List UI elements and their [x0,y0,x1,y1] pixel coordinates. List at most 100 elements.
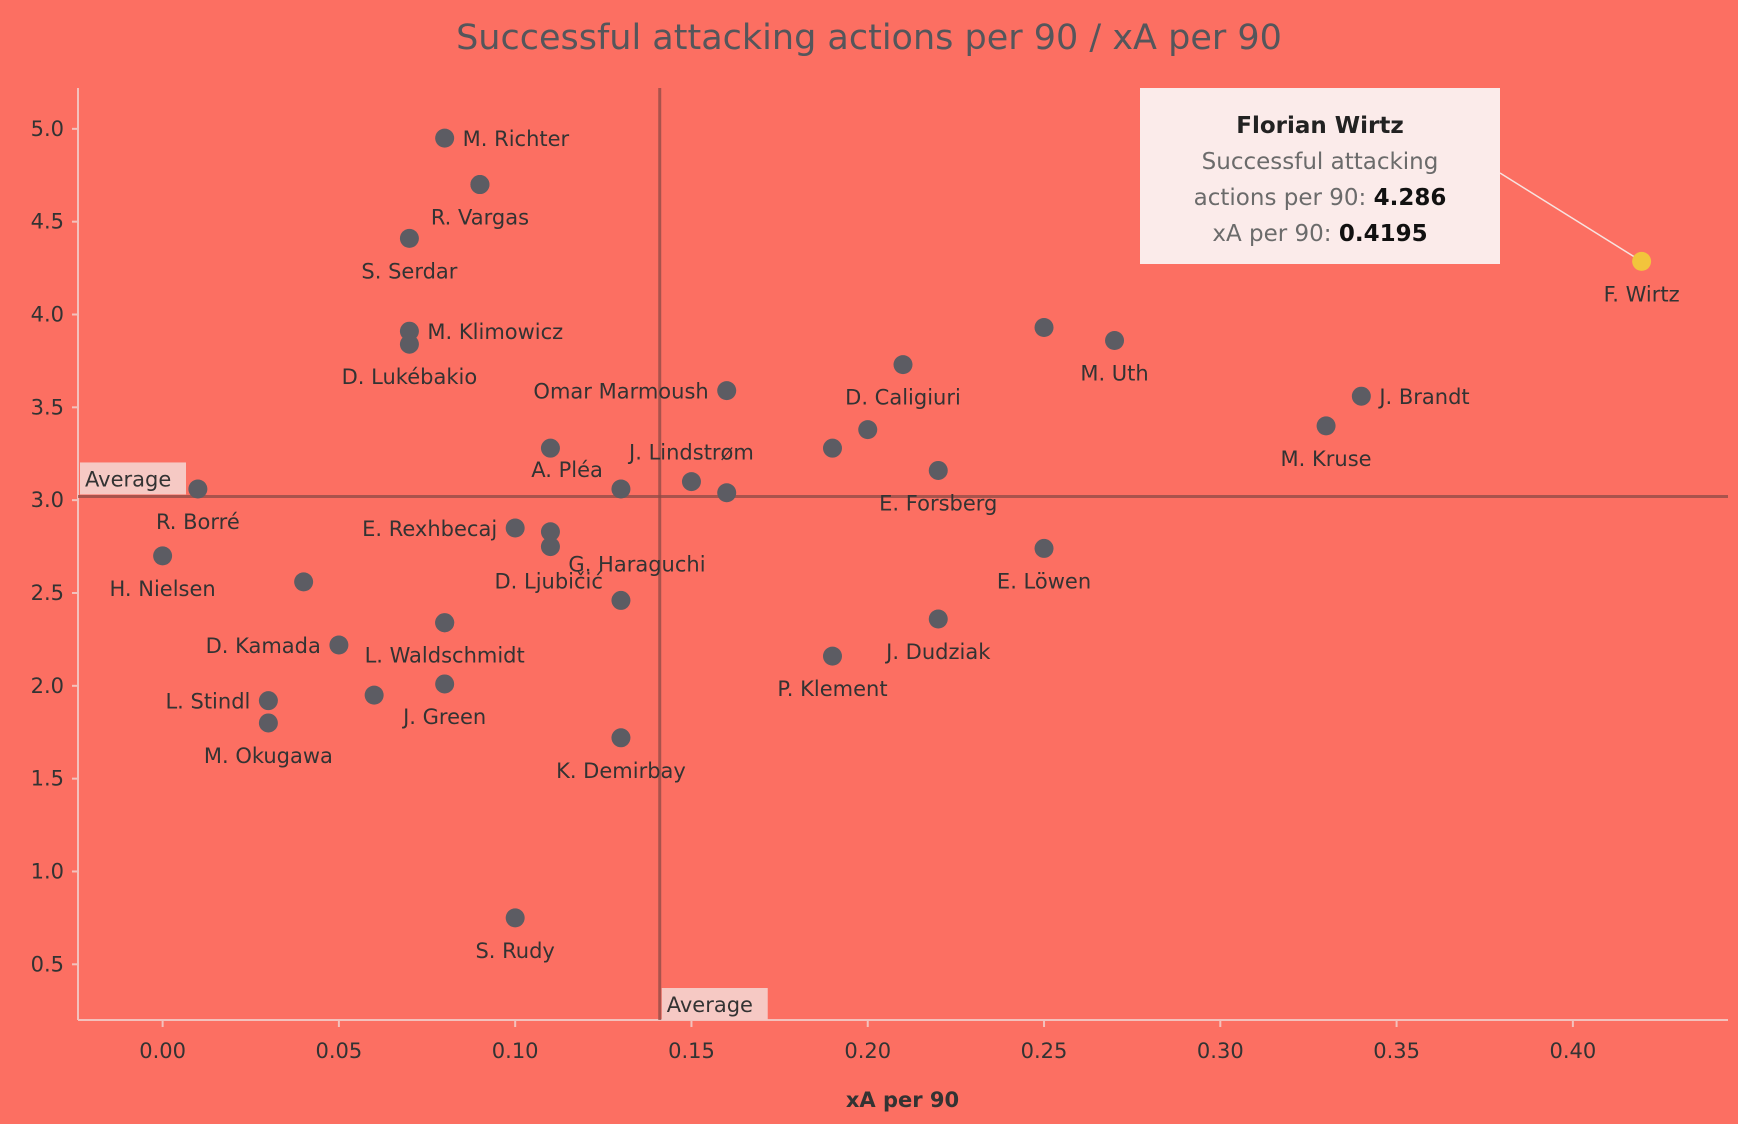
data-point-label: M. Uth [1080,361,1148,385]
tooltip-player-name: Florian Wirtz [1236,113,1404,139]
data-point [540,522,560,542]
y-average-label: Average [85,467,171,491]
x-tick-label: 0.05 [316,1039,363,1063]
tooltip-line-1: Successful attacking [1201,149,1439,175]
data-point [822,646,842,666]
data-point-label: M. Okugawa [204,744,333,768]
data-point-label: L. Waldschmidt [365,644,525,668]
data-point [540,537,560,557]
data-point-label: L. Stindl [165,690,250,714]
data-point [928,609,948,629]
data-point [505,908,525,928]
data-point [435,613,455,633]
tooltip-y-value: 4.286 [1373,185,1447,211]
data-point-label: M. Klimowicz [427,320,563,344]
data-point [329,635,349,655]
data-point [294,572,314,592]
data-point [258,691,278,711]
data-point-label: S. Rudy [475,939,554,963]
data-point [399,321,419,341]
data-point-label: D. Caligiuri [845,386,961,410]
data-point [611,590,631,610]
y-tick-label: 2.0 [31,674,64,698]
tooltip-line-2: actions per 90: 4.286 [1140,180,1500,216]
data-point [258,713,278,733]
data-point-label: R. Borré [156,510,240,534]
data-point [717,483,737,503]
data-point-label: J. Dudziak [884,640,991,664]
data-point [364,685,384,705]
data-point [153,546,173,566]
data-point-label: H. Nielsen [109,577,215,601]
data-point [540,438,560,458]
data-point-label: E. Forsberg [879,491,997,515]
data-point-label: J. Brandt [1377,385,1469,409]
data-point [399,334,419,354]
data-point [1034,538,1054,558]
data-point-label: F. Wirtz [1604,282,1680,306]
x-axis-title: xA per 90 [845,1088,960,1112]
data-point-label: P. Klement [777,677,887,701]
data-point [435,674,455,694]
data-point [1351,386,1371,406]
tooltip: Florian Wirtz Successful attacking actio… [1140,88,1500,264]
x-tick-label: 0.35 [1373,1039,1420,1063]
data-point [399,228,419,248]
data-point [1316,416,1336,436]
x-tick-label: 0.20 [844,1039,891,1063]
x-tick-label: 0.25 [1021,1039,1068,1063]
data-point [505,518,525,538]
data-point-label: Omar Marmoush [533,380,708,404]
data-point [681,472,701,492]
data-point [188,479,208,499]
tooltip-connector [1499,172,1643,263]
chart-title: Successful attacking actions per 90 / xA… [456,18,1282,58]
highlighted-data-point [1632,251,1652,271]
x-tick-label: 0.00 [139,1039,186,1063]
tooltip-x-label: xA per 90: [1212,221,1339,247]
x-tick-label: 0.10 [492,1039,539,1063]
data-point-label: D. Kamada [206,634,321,658]
data-point [928,460,948,480]
x-tick-label: 0.15 [668,1039,715,1063]
data-point [435,128,455,148]
y-tick-label: 1.5 [31,767,64,791]
data-point [717,381,737,401]
y-average-label-box [80,462,186,495]
x-tick-label: 0.40 [1549,1039,1596,1063]
x-average-label: Average [667,993,753,1017]
data-point-label: D. Ljubičić [494,569,602,593]
data-point-label: M. Richter [463,127,570,151]
tooltip-line-3: xA per 90: 0.4195 [1140,216,1500,252]
data-point-label: K. Demirbay [556,759,686,783]
x-average-label-box [661,988,768,1020]
data-point [893,355,913,375]
data-point [1105,330,1125,350]
data-point-label: G. Haraguchi [568,553,705,577]
tooltip-y-label: actions per 90: [1193,185,1374,211]
data-point-label: S. Serdar [361,259,457,283]
data-point-label: M. Kruse [1281,447,1372,471]
y-tick-label: 5.0 [31,117,64,141]
y-tick-label: 1.0 [31,859,64,883]
y-tick-label: 3.0 [31,488,64,512]
data-point-label: D. Lukébakio [342,365,478,389]
data-point-label: E. Löwen [997,569,1091,593]
y-tick-label: 4.0 [31,303,64,327]
data-point [470,175,490,195]
data-point-label: J. Green [401,705,486,729]
y-tick-label: 4.5 [31,210,64,234]
data-point [822,438,842,458]
tooltip-x-value: 0.4195 [1338,221,1428,247]
data-point-label: A. Pléa [531,458,603,482]
data-point [1034,317,1054,337]
data-point-label: J. Lindstrøm [627,441,754,465]
data-point [611,728,631,748]
y-tick-label: 3.5 [31,395,64,419]
data-point-label: E. Rexhbecaj [362,517,497,541]
data-point-label: R. Vargas [431,206,529,230]
x-tick-label: 0.30 [1197,1039,1244,1063]
y-tick-label: 2.5 [31,581,64,605]
